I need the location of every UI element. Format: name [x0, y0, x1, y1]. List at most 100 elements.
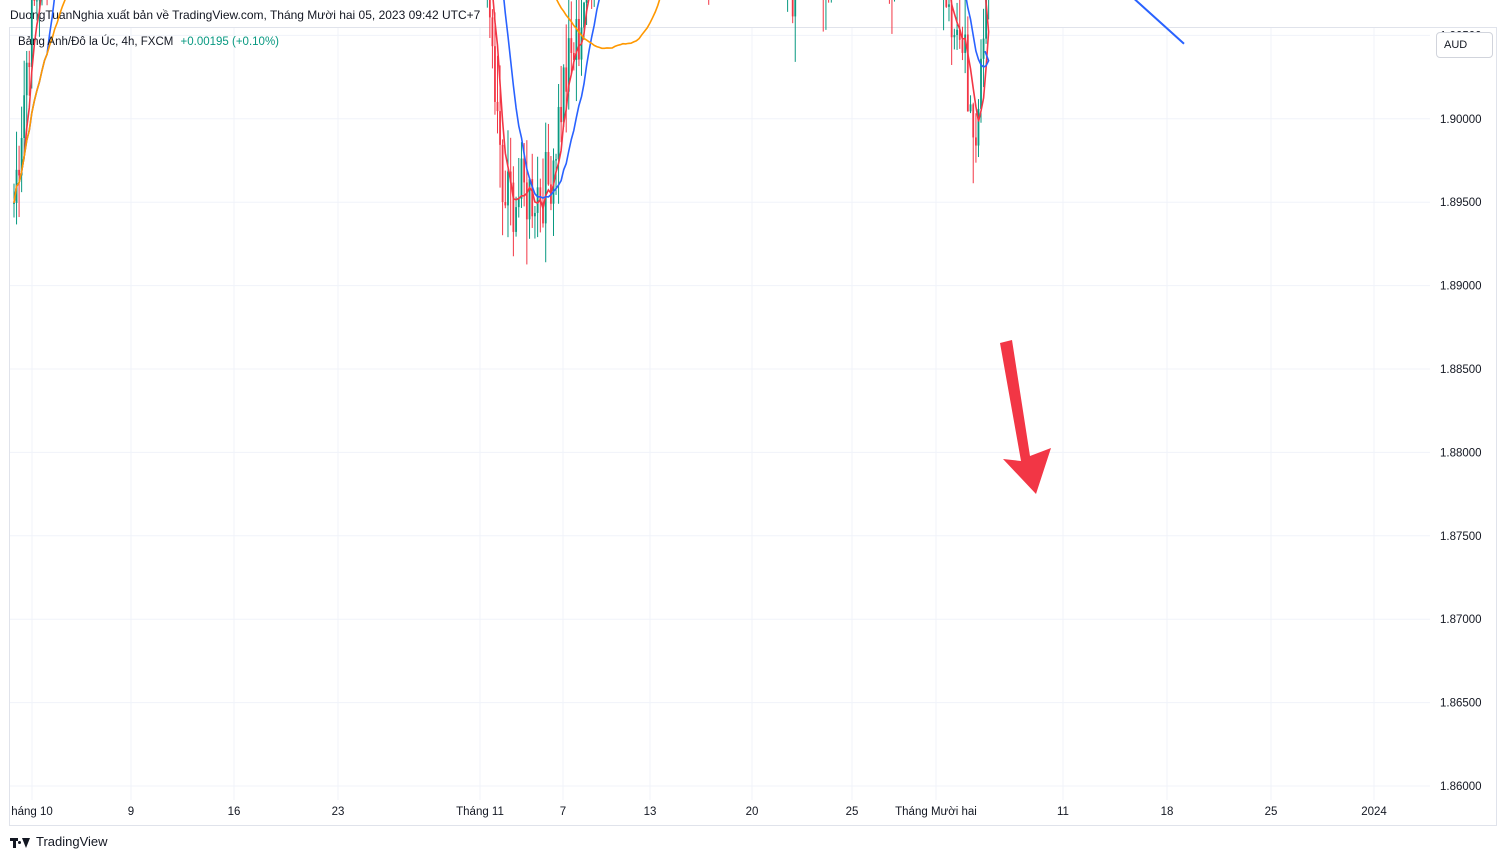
candle-body [945, 0, 948, 7]
footer-brand[interactable]: TradingView [10, 834, 108, 849]
price-tick-label: 1.88000 [1440, 447, 1482, 459]
price-tick-label: 1.88500 [1440, 364, 1482, 376]
tradingview-logo-icon [10, 835, 32, 849]
candle-body [980, 58, 982, 109]
candle-body [33, 0, 36, 1]
candle-body [572, 52, 575, 60]
candle-body [531, 179, 534, 217]
price-tick-label: 1.87500 [1440, 531, 1482, 543]
time-tick-label: 18 [1161, 806, 1174, 818]
candle-body [20, 138, 23, 176]
candle [575, 0, 578, 102]
candle [975, 113, 977, 163]
down-arrow-shape [1000, 340, 1051, 494]
candle [591, 0, 593, 9]
candle-body [504, 202, 507, 206]
candle [977, 99, 980, 158]
candle [504, 170, 507, 209]
drawings: 1.915391.9130803:17:12 [1000, 0, 1185, 494]
price-tick-label: 1.87000 [1440, 614, 1482, 626]
candle [534, 205, 536, 239]
candle [950, 0, 953, 65]
candle-body [977, 108, 980, 146]
candle [828, 0, 830, 3]
candle-body [491, 17, 494, 47]
moving-averages [13, 0, 990, 209]
candle [562, 64, 565, 127]
candle [547, 123, 550, 186]
candle [491, 9, 494, 69]
candle [953, 28, 956, 50]
candle-body [562, 67, 565, 123]
time-tick-label: 13 [644, 806, 657, 818]
candle [791, 0, 794, 24]
candle-body [583, 2, 585, 28]
candle [822, 0, 824, 32]
price-tick-label: 1.89500 [1440, 197, 1482, 209]
candle-body [950, 4, 953, 38]
brand-name: TradingView [36, 834, 108, 849]
candle-body [28, 62, 31, 68]
candle-body [520, 158, 523, 199]
candle [966, 16, 969, 112]
candle-body [791, 0, 794, 17]
candle [565, 24, 568, 133]
candle [988, 0, 990, 20]
price-tick-label: 1.89000 [1440, 281, 1482, 293]
candle-body [961, 39, 964, 53]
candle-body [578, 18, 580, 60]
candle [794, 0, 797, 62]
candle [28, 50, 31, 96]
candle [985, 0, 988, 44]
candle [494, 12, 496, 115]
candle [943, 0, 945, 31]
candle [945, 0, 948, 8]
candle-body [956, 29, 958, 36]
candle-body [525, 182, 528, 220]
candle-body [18, 169, 20, 176]
candle-body [565, 67, 568, 92]
candle [830, 0, 832, 3]
candle [41, 0, 43, 6]
price-axis: 1.945001.940001.935001.930001.925001.920… [1440, 30, 1482, 793]
candle-body [966, 34, 969, 112]
currency-button[interactable]: AUD [1436, 32, 1493, 58]
candle-body [542, 202, 544, 224]
candle [46, 0, 48, 6]
down-arrow [1000, 340, 1051, 494]
candle-body [544, 152, 547, 224]
candle-body [501, 144, 504, 203]
candle [486, 0, 488, 8]
candle [550, 155, 552, 211]
time-tick-label: 20 [746, 806, 759, 818]
time-tick-label: 7 [560, 806, 566, 818]
candle [580, 0, 583, 76]
candle-body [555, 159, 557, 161]
symbol-legend[interactable]: Bảng Anh/Đô la Úc, 4h, FXCM +0.00195 (+0… [18, 36, 279, 48]
time-axis: háng 10 9 16 23 Tháng 11 7 13 20 25 Tháng Mười ha… [11, 806, 1387, 818]
price-change: +0.00195 (+0.10%) [180, 36, 279, 48]
candle-body [557, 106, 560, 160]
candle [708, 0, 710, 5]
candle-body [515, 207, 517, 232]
candle-body [528, 179, 531, 220]
candle [560, 65, 563, 143]
candle-body [585, 0, 588, 3]
candle-body [575, 18, 578, 60]
candle-body [523, 158, 526, 183]
publisher-line: DuongTuanNghia xuất bản về TradingView.c… [10, 8, 481, 22]
candles [13, 0, 990, 265]
candle [507, 130, 509, 238]
candle-body [570, 38, 573, 53]
time-tick-label: 25 [846, 806, 859, 818]
candle [488, 0, 491, 39]
candle-body [539, 187, 542, 203]
symbol-name: Bảng Anh/Đô la Úc, 4h, FXCM [18, 36, 174, 48]
candle [36, 0, 38, 21]
candle [512, 166, 515, 257]
trendline [1134, 0, 1185, 45]
time-tick-label: 25 [1265, 806, 1278, 818]
candle [23, 60, 26, 160]
chart-grid [10, 28, 1430, 800]
